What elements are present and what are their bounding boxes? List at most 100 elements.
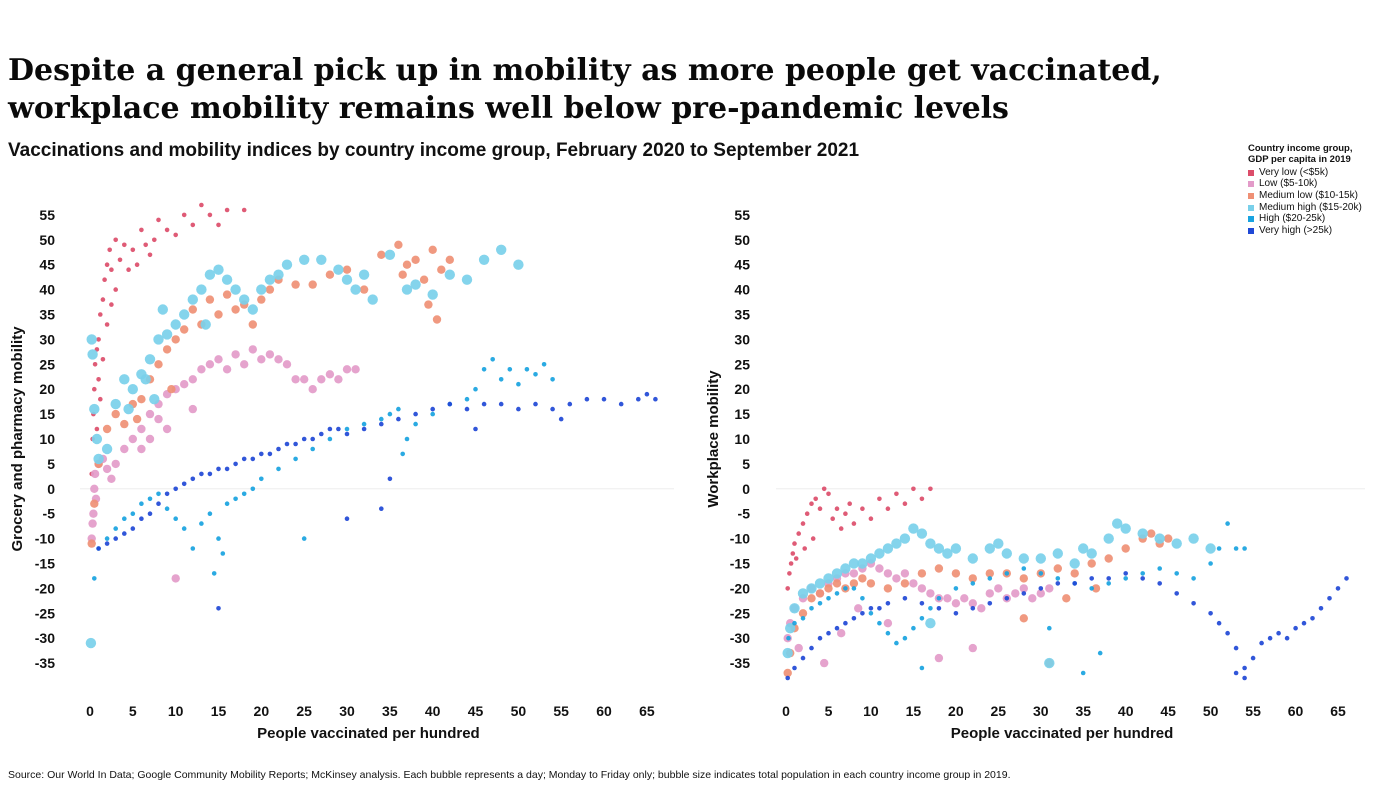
data-point xyxy=(1327,596,1332,601)
data-point xyxy=(361,421,367,427)
data-point xyxy=(843,511,848,516)
legend-label: Very low (<$5k) xyxy=(1259,166,1329,178)
data-point xyxy=(334,375,343,384)
data-point xyxy=(877,620,882,626)
data-point xyxy=(241,207,247,213)
data-point xyxy=(1078,543,1089,554)
data-point xyxy=(950,543,962,554)
data-point xyxy=(113,536,118,541)
data-point xyxy=(308,280,317,289)
data-point xyxy=(88,519,97,528)
data-point xyxy=(361,426,367,432)
data-point xyxy=(911,625,916,631)
data-point xyxy=(481,367,487,372)
data-point xyxy=(636,396,641,402)
data-point xyxy=(1216,620,1222,626)
x-tick-label: 5 xyxy=(825,703,833,719)
data-point xyxy=(301,536,307,541)
data-point xyxy=(826,596,831,601)
data-point xyxy=(883,619,893,628)
data-point xyxy=(1035,553,1047,564)
data-point xyxy=(967,553,978,564)
data-point xyxy=(1233,645,1239,651)
data-point xyxy=(858,574,867,583)
data-point xyxy=(284,441,290,447)
data-point xyxy=(936,606,942,611)
data-point xyxy=(259,451,264,457)
data-point xyxy=(1191,576,1196,581)
data-point xyxy=(427,289,438,300)
data-point xyxy=(943,594,952,603)
data-point xyxy=(1335,586,1341,591)
source-note: Source: Our World In Data; Google Commun… xyxy=(8,769,1011,781)
y-tick-label: 20 xyxy=(39,381,55,397)
data-point xyxy=(977,604,986,613)
data-point xyxy=(167,385,176,394)
data-point xyxy=(490,357,496,362)
y-tick-label: 45 xyxy=(734,257,750,273)
data-point xyxy=(1045,584,1054,593)
data-point xyxy=(92,386,97,392)
data-point xyxy=(810,536,816,541)
data-point xyxy=(847,501,852,507)
y-tick-label: 45 xyxy=(39,257,55,273)
data-point xyxy=(860,596,865,601)
data-point xyxy=(919,601,925,606)
y-tick-label: 10 xyxy=(734,431,750,447)
legend-swatch xyxy=(1248,181,1254,188)
data-point xyxy=(102,424,112,434)
data-point xyxy=(496,244,507,255)
data-point xyxy=(817,601,823,606)
data-point xyxy=(1208,611,1213,616)
data-point xyxy=(1011,589,1020,598)
data-point xyxy=(936,596,942,601)
data-point xyxy=(1112,518,1123,529)
data-point xyxy=(107,474,116,483)
data-point xyxy=(885,506,891,512)
data-point xyxy=(104,322,110,327)
data-point xyxy=(1004,596,1010,601)
data-point xyxy=(104,541,110,546)
data-point xyxy=(826,630,831,636)
data-point xyxy=(145,409,155,419)
data-point xyxy=(351,365,360,374)
data-point xyxy=(1284,635,1290,641)
data-point xyxy=(794,643,803,653)
data-point xyxy=(181,526,187,531)
data-point xyxy=(916,528,928,539)
data-point xyxy=(132,414,142,424)
data-point xyxy=(207,471,213,477)
data-point xyxy=(567,401,573,407)
data-point xyxy=(199,521,204,526)
x-tick-label: 10 xyxy=(863,703,879,719)
data-point xyxy=(849,569,859,578)
data-point xyxy=(1208,561,1213,566)
data-point xyxy=(122,516,127,521)
data-point xyxy=(241,456,247,462)
data-point xyxy=(308,385,317,394)
data-point xyxy=(299,254,310,265)
data-point xyxy=(1140,576,1145,581)
data-point xyxy=(1019,614,1028,623)
data-point xyxy=(241,491,247,497)
data-point xyxy=(325,270,335,279)
data-point xyxy=(240,360,249,369)
data-point xyxy=(444,269,455,280)
data-point xyxy=(173,516,178,521)
data-point xyxy=(222,290,232,299)
data-point xyxy=(130,247,136,253)
data-point xyxy=(367,294,378,305)
data-point xyxy=(868,606,874,611)
data-point xyxy=(993,538,1004,549)
data-point xyxy=(214,355,223,364)
data-point xyxy=(239,294,250,305)
data-point xyxy=(400,451,406,457)
data-point xyxy=(113,237,118,243)
data-point xyxy=(968,574,977,583)
data-point xyxy=(875,564,884,573)
x-tick-label: 65 xyxy=(1330,703,1346,719)
y-tick-label: -5 xyxy=(43,506,56,522)
y-tick-label: -35 xyxy=(35,655,55,671)
chart-title-line-2: workplace mobility remains well below pr… xyxy=(8,91,1009,126)
data-point xyxy=(173,232,178,238)
